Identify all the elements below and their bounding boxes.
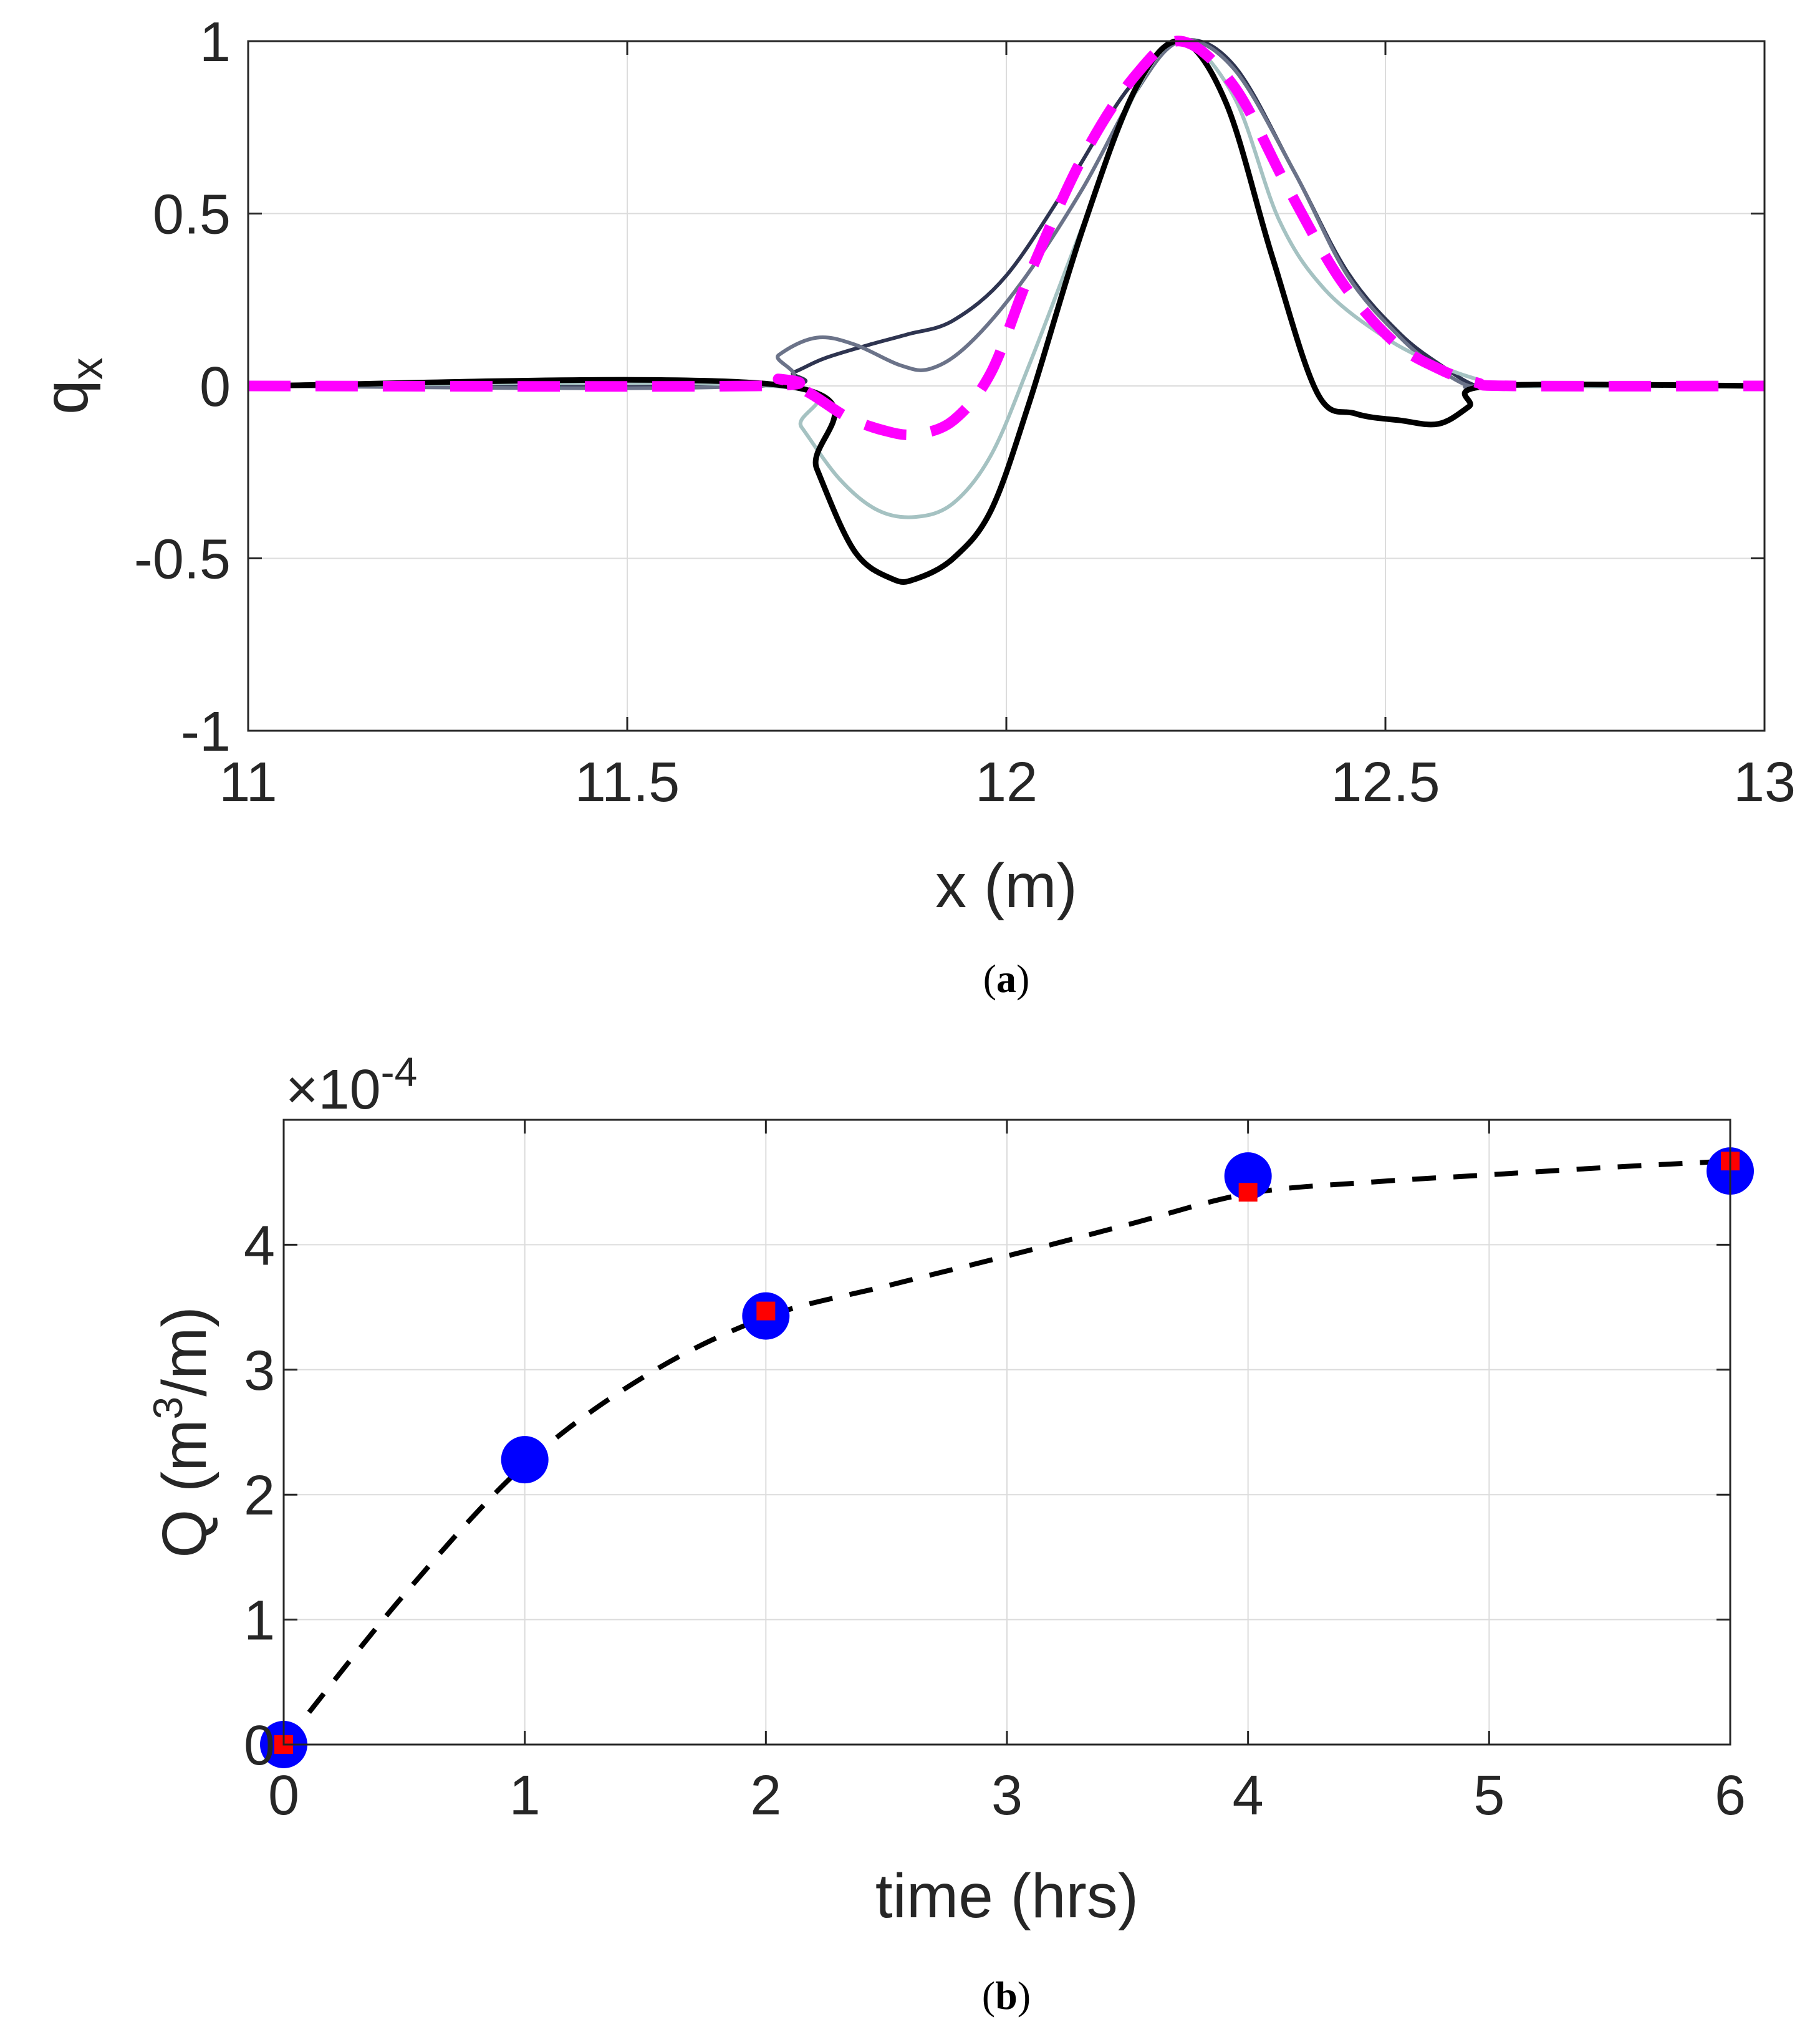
panel-b-point-red-squares [756,1301,776,1321]
panel-b-y-tick-label: 4 [244,1215,275,1277]
panel-a-caption-letter: a [996,956,1016,1001]
panel-b-y-axis-label: Q (m3/m) [145,1306,219,1558]
panel-a-tick-labels: 11 11.5 12 12.5 13 -1 -0.5 0 0.5 1 [134,11,1796,814]
panel-b-y-axis-label-superscript: 3 [145,1397,191,1420]
panel-a-y-tick-label: -1 [181,701,231,763]
panel-b-y-tick-label: 1 [244,1590,275,1652]
panel-b-point-blue-circles [501,1436,549,1484]
panel-b-series-black-dashed-fit [281,1158,1731,1746]
panel-b-grid [282,1120,1731,1746]
panel-b-x-tick-label: 2 [750,1765,781,1827]
panel-b-axis-exponent-base: ×10 [286,1059,381,1121]
panel-b-axis-exponent: ×10-4 [286,1049,417,1121]
panel-b-y-tick-label: 3 [244,1340,275,1402]
panel-b-x-tick-label: 6 [1715,1765,1746,1827]
panel-b-y-tick-label: 2 [244,1465,275,1527]
panel-b-caption-letter: b [995,1973,1018,2018]
panel-a-y-axis-label-subscript: x [62,357,112,380]
panel-b-x-tick-label: 0 [268,1765,299,1827]
panel-a-x-tick-label: 11.5 [575,751,680,814]
panel-b-tick-labels: 0 1 2 3 4 5 6 0 1 2 3 4 [244,1215,1746,1827]
panel-a-x-axis-label: x (m) [935,851,1077,921]
panel-b-x-tick-label: 5 [1473,1765,1505,1827]
panel-b-x-tick-label: 3 [991,1765,1023,1827]
panel-a-series-profile-black [248,38,1765,585]
panel-b-point-red-squares [1238,1183,1258,1202]
panel-a-y-tick-label: 1 [200,11,231,74]
panel-a-y-tick-label: 0.5 [153,184,231,246]
panel-a-series [248,36,1765,585]
panel-b-x-axis-label: time (hrs) [875,1861,1139,1931]
panel-b-point-blue-circles [1224,1152,1272,1200]
panel-b-y-axis-label-suffix: /m) [150,1306,219,1396]
panel-a: 11 11.5 12 12.5 13 -1 -0.5 0 0.5 1 x (m) qx (a) [31,11,1796,1001]
panel-a-y-tick-label: 0 [200,356,231,418]
panel-a-x-tick-label: 12 [975,751,1038,814]
panel-a-y-axis-label-main: q [31,380,101,415]
panel-a-x-tick-label: 12.5 [1331,751,1440,814]
panel-b-x-tick-label: 1 [509,1765,541,1827]
panel-a-x-tick-label: 13 [1733,751,1796,814]
panel-a-y-tick-label: -0.5 [134,529,231,591]
panel-a-y-axis-label: qx [31,357,112,415]
panel-b-caption: (b) [982,1973,1031,2018]
panel-a-axes-frame [247,40,1766,732]
panel-b-x-tick-label: 4 [1233,1765,1264,1827]
panel-a-caption: (a) [983,956,1030,1001]
panel-a-x-tick-label: 11 [219,751,277,814]
panel-b-axes-frame [282,1119,1731,1746]
panel-b-y-axis-label-main: Q (m [150,1419,219,1558]
panel-b-axis-exponent-power: -4 [381,1049,418,1095]
panel-b-y-tick-label: 0 [244,1715,275,1777]
panel-a-series-profile-magenta-dashed [248,36,1765,440]
